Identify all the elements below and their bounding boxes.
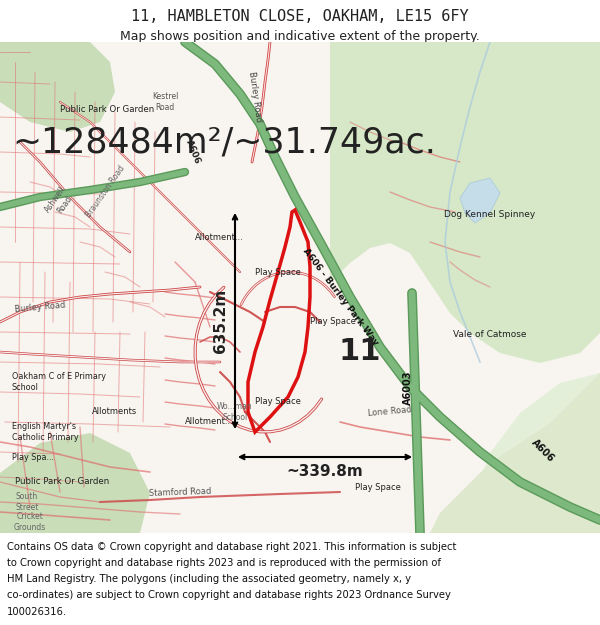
Text: Public Park Or Garden: Public Park Or Garden: [15, 478, 109, 486]
Text: South
Street: South Street: [15, 492, 38, 512]
Text: 100026316.: 100026316.: [7, 607, 67, 617]
Text: co-ordinates) are subject to Crown copyright and database rights 2023 Ordnance S: co-ordinates) are subject to Crown copyr…: [7, 591, 451, 601]
Text: Braunston Road: Braunston Road: [84, 164, 126, 219]
Polygon shape: [330, 42, 600, 363]
Polygon shape: [430, 373, 600, 533]
Text: Wo...man
School: Wo...man School: [217, 402, 253, 422]
Text: to Crown copyright and database rights 2023 and is reproduced with the permissio: to Crown copyright and database rights 2…: [7, 558, 441, 568]
Text: 11: 11: [339, 338, 381, 366]
Text: English Martyr's
Catholic Primary: English Martyr's Catholic Primary: [12, 422, 79, 442]
Text: Burley Road: Burley Road: [14, 300, 66, 314]
Text: 11, HAMBLETON CLOSE, OAKHAM, LE15 6FY: 11, HAMBLETON CLOSE, OAKHAM, LE15 6FY: [131, 9, 469, 24]
Polygon shape: [0, 433, 150, 533]
Text: A6003: A6003: [403, 371, 413, 405]
Polygon shape: [0, 42, 115, 132]
Text: Map shows position and indicative extent of the property.: Map shows position and indicative extent…: [120, 30, 480, 43]
Text: Lone Road: Lone Road: [368, 406, 412, 418]
Text: A606: A606: [530, 438, 557, 464]
Text: ~339.8m: ~339.8m: [287, 464, 364, 479]
Polygon shape: [475, 373, 600, 533]
Text: Cricket
Grounds: Cricket Grounds: [14, 512, 46, 532]
Text: Burley Road: Burley Road: [247, 71, 263, 123]
Text: Allotment...: Allotment...: [195, 232, 244, 241]
Text: Kestrel
Road: Kestrel Road: [152, 92, 178, 112]
Text: Play Space: Play Space: [255, 268, 301, 276]
Text: Play Space: Play Space: [355, 482, 401, 491]
Text: A606: A606: [184, 138, 202, 166]
Text: Play Space: Play Space: [255, 398, 301, 406]
Text: Play Space: Play Space: [310, 318, 356, 326]
Text: Play Spa...: Play Spa...: [12, 452, 54, 461]
Text: Stamford Road: Stamford Road: [149, 486, 211, 498]
Text: Public Park Or Garden: Public Park Or Garden: [60, 106, 154, 114]
Text: Dog Kennel Spinney: Dog Kennel Spinney: [445, 210, 536, 219]
Text: A606 - Burley Park Way: A606 - Burley Park Way: [301, 247, 379, 348]
Text: Contains OS data © Crown copyright and database right 2021. This information is : Contains OS data © Crown copyright and d…: [7, 542, 457, 552]
Text: 635.2m: 635.2m: [214, 289, 229, 353]
Text: Allotments: Allotments: [92, 408, 137, 416]
Polygon shape: [460, 178, 500, 223]
Text: HM Land Registry. The polygons (including the associated geometry, namely x, y: HM Land Registry. The polygons (includin…: [7, 574, 411, 584]
Text: Allotment...: Allotment...: [185, 418, 234, 426]
Text: Oakham C of E Primary
School: Oakham C of E Primary School: [12, 372, 106, 392]
Text: ~128484m²/~31.749ac.: ~128484m²/~31.749ac.: [12, 125, 436, 159]
Text: Ashwell
Road: Ashwell Road: [44, 184, 76, 219]
Text: Vale of Catmose: Vale of Catmose: [453, 330, 527, 339]
